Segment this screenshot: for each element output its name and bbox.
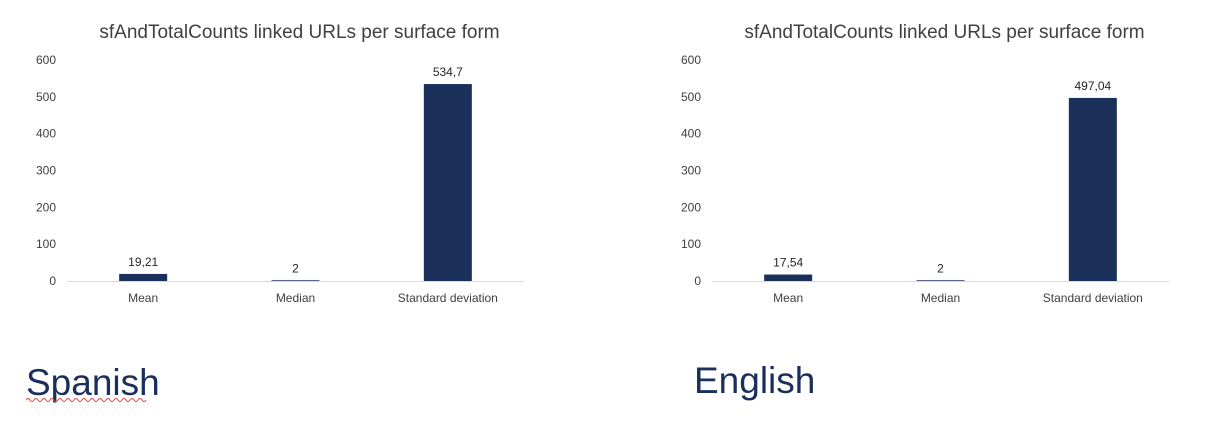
bar [119,273,168,281]
category-label: Median [276,291,315,305]
category-label: Median [921,291,960,305]
data-label: 17,54 [773,256,803,270]
y-tick-label: 300 [681,164,701,178]
category-label: Standard deviation [398,291,498,305]
bar [916,280,965,281]
english-chart: sfAndTotalCounts linked URLs per surface… [681,22,1169,305]
bar [271,280,320,281]
category-label: Standard deviation [1043,291,1143,305]
chart-title: sfAndTotalCounts linked URLs per surface… [744,22,1144,43]
data-label: 19,21 [128,255,158,269]
spellcheck-squiggle [26,398,147,402]
bar [423,84,472,281]
chart-title: sfAndTotalCounts linked URLs per surface… [99,22,499,43]
spanish-chart: sfAndTotalCounts linked URLs per surface… [36,22,524,305]
category-label: Mean [128,291,158,305]
y-tick-label: 0 [694,274,701,288]
y-tick-label: 200 [681,200,701,214]
y-tick-label: 200 [36,200,56,214]
y-tick-label: 100 [681,237,701,251]
data-label: 2 [937,261,944,275]
bar [1068,97,1117,281]
data-label: 2 [292,261,299,275]
caption-english: English [694,360,816,401]
data-label: 497,04 [1074,79,1111,93]
y-tick-label: 500 [681,90,701,104]
y-tick-label: 300 [36,164,56,178]
y-tick-label: 100 [36,237,56,251]
y-tick-label: 500 [36,90,56,104]
bar [764,274,813,281]
y-tick-label: 400 [36,127,56,141]
y-tick-label: 0 [49,274,56,288]
y-tick-label: 600 [681,53,701,67]
category-label: Mean [773,291,803,305]
data-label: 534,7 [433,65,463,79]
y-tick-label: 600 [36,53,56,67]
caption-spanish: Spanish [26,362,160,403]
y-tick-label: 400 [681,127,701,141]
